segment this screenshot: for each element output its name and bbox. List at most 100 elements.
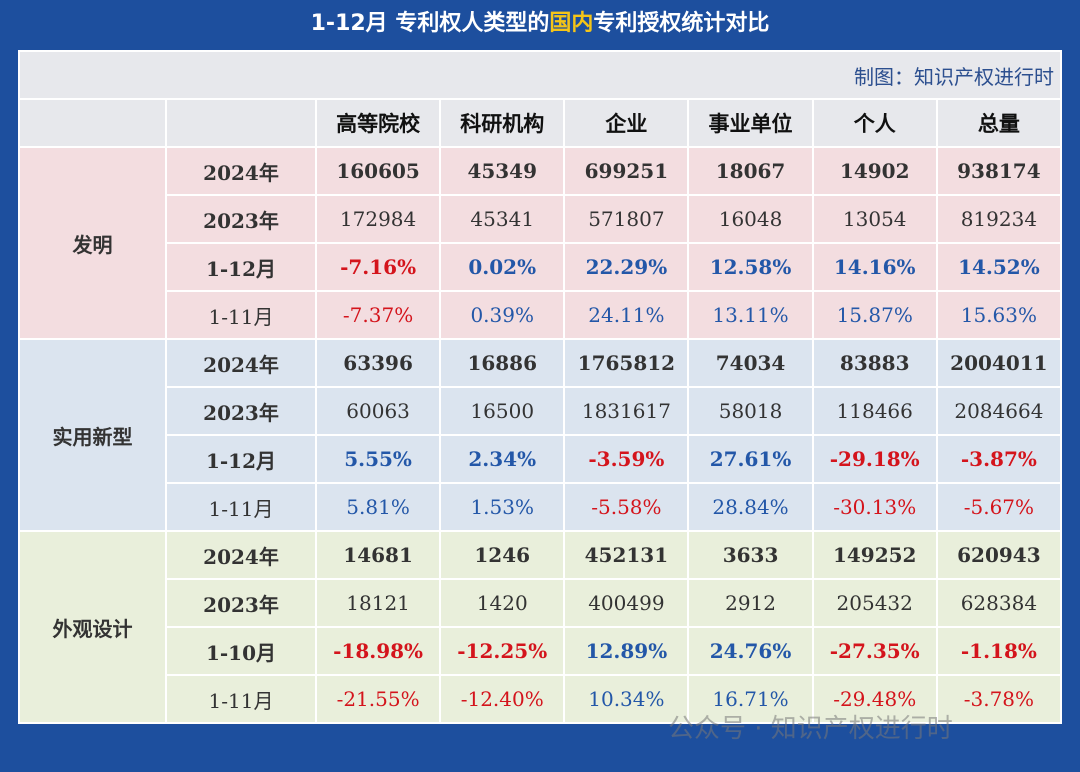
cell: 2084664 bbox=[935, 386, 1063, 436]
cell: 63396 bbox=[314, 338, 442, 388]
data-row: 1-10月 -18.98% -12.25% 12.89% 24.76% -27.35% -1… bbox=[19, 626, 1063, 676]
cell: -3.78% bbox=[935, 674, 1063, 724]
cell: 3633 bbox=[687, 530, 814, 580]
cell: 400499 bbox=[563, 578, 690, 628]
cell: 172984 bbox=[314, 194, 442, 244]
cell: 118466 bbox=[811, 386, 938, 436]
column-header: 事业单位 bbox=[687, 98, 814, 148]
data-row: 2023年 18121 1420 400499 2912 205432 628384 bbox=[19, 578, 1063, 628]
title-part: 国内 bbox=[549, 11, 594, 36]
section-name: 外观设计 bbox=[18, 530, 167, 724]
cell: 14.52% bbox=[935, 242, 1063, 292]
cell: -5.67% bbox=[935, 482, 1063, 532]
cell: 28.84% bbox=[687, 482, 814, 532]
watermark: 公众号 · 知识产权进行时 bbox=[668, 714, 953, 744]
data-row: 1-11月 -7.37% 0.39% 24.11% 13.11% 15.87% 15.63% bbox=[19, 290, 1063, 340]
row-label: 1-10月 bbox=[165, 626, 317, 676]
cell: 0.02% bbox=[439, 242, 566, 292]
data-row: 1-12月 -7.16% 0.02% 22.29% 12.58% 14.16% 14.52% bbox=[19, 242, 1063, 292]
cell: 5.81% bbox=[314, 482, 442, 532]
row-label: 2024年 bbox=[165, 146, 317, 196]
row-label: 2023年 bbox=[165, 578, 317, 628]
header-cell bbox=[18, 98, 167, 148]
cell: 18067 bbox=[687, 146, 814, 196]
title: 1-12月 专利权人类型的国内专利授权统计对比 bbox=[0, 0, 1080, 48]
cell: -3.59% bbox=[563, 434, 690, 484]
cell: 938174 bbox=[935, 146, 1063, 196]
cell: 18121 bbox=[314, 578, 442, 628]
cell: 16.71% bbox=[687, 674, 814, 724]
cell: -21.55% bbox=[314, 674, 442, 724]
column-header: 总量 bbox=[935, 98, 1063, 148]
cell: -7.37% bbox=[314, 290, 442, 340]
cell: 1246 bbox=[439, 530, 566, 580]
row-label: 1-12月 bbox=[165, 242, 317, 292]
cell: 0.39% bbox=[439, 290, 566, 340]
cell: 12.58% bbox=[687, 242, 814, 292]
cell: -5.58% bbox=[563, 482, 690, 532]
cell: -7.16% bbox=[314, 242, 442, 292]
cell: 149252 bbox=[811, 530, 938, 580]
column-header: 高等院校 bbox=[314, 98, 442, 148]
column-header: 企业 bbox=[563, 98, 690, 148]
column-header: 个人 bbox=[811, 98, 938, 148]
cell: 10.34% bbox=[563, 674, 690, 724]
cell: 13054 bbox=[811, 194, 938, 244]
row-label: 2023年 bbox=[165, 386, 317, 436]
row-label: 1-11月 bbox=[165, 290, 317, 340]
cell: 58018 bbox=[687, 386, 814, 436]
cell: 1765812 bbox=[563, 338, 690, 388]
section-name: 发明 bbox=[18, 146, 167, 340]
title-part: 专利授权统计对比 bbox=[593, 11, 770, 36]
cell: 15.63% bbox=[935, 290, 1063, 340]
cell: 819234 bbox=[935, 194, 1063, 244]
row-label: 2023年 bbox=[165, 194, 317, 244]
cell: 24.11% bbox=[563, 290, 690, 340]
cell: 5.55% bbox=[314, 434, 442, 484]
data-row: 外观设计 2024年 14681 1246 452131 3633 149252 620943 bbox=[18, 530, 1063, 724]
credit: 制图：知识产权进行时 bbox=[18, 50, 1062, 100]
cell: 14681 bbox=[314, 530, 442, 580]
cell: 2.34% bbox=[439, 434, 566, 484]
cell: 15.87% bbox=[811, 290, 938, 340]
title-part: 1-12月 专利权人类型的 bbox=[310, 11, 550, 36]
cell: 2004011 bbox=[935, 338, 1063, 388]
row-label: 1-11月 bbox=[165, 482, 317, 532]
cell: 45349 bbox=[439, 146, 566, 196]
header-row: 高等院校 科研机构 企业 事业单位 个人 总量 bbox=[18, 98, 1063, 148]
header-cell bbox=[165, 98, 317, 148]
cell: 27.61% bbox=[687, 434, 814, 484]
cell: -3.87% bbox=[935, 434, 1063, 484]
row-label: 1-12月 bbox=[165, 434, 317, 484]
data-row: 2023年 60063 16500 1831617 58018 118466 2084664 bbox=[19, 386, 1063, 436]
data-row: 1-11月 5.81% 1.53% -5.58% 28.84% -30.13% -5.67% bbox=[19, 482, 1063, 532]
cell: -30.13% bbox=[811, 482, 938, 532]
cell: 2912 bbox=[687, 578, 814, 628]
cell: 14902 bbox=[811, 146, 938, 196]
cell: -29.18% bbox=[811, 434, 938, 484]
cell: 24.76% bbox=[687, 626, 814, 676]
stats-table: 制图：知识产权进行时 高等院校 科研机构 企业 事业单位 个人 总量 发明 2024年 16060… bbox=[18, 50, 1063, 724]
cell: 620943 bbox=[935, 530, 1063, 580]
cell: 16886 bbox=[439, 338, 566, 388]
cell: 16500 bbox=[439, 386, 566, 436]
cell: 12.89% bbox=[563, 626, 690, 676]
cell: -12.40% bbox=[439, 674, 566, 724]
cell: 205432 bbox=[811, 578, 938, 628]
row-label: 1-11月 bbox=[165, 674, 317, 724]
cell: -1.18% bbox=[935, 626, 1063, 676]
cell: 74034 bbox=[687, 338, 814, 388]
cell: -12.25% bbox=[439, 626, 566, 676]
data-row: 1-11月 -21.55% -12.40% 10.34% 16.71% -29.48% -3… bbox=[19, 674, 1063, 724]
data-row: 1-12月 5.55% 2.34% -3.59% 27.61% -29.18% -3.87% bbox=[19, 434, 1063, 484]
cell: 1831617 bbox=[563, 386, 690, 436]
cell: 22.29% bbox=[563, 242, 690, 292]
cell: 628384 bbox=[935, 578, 1063, 628]
data-row: 实用新型 2024年 63396 16886 1765812 74034 83883 2004… bbox=[18, 338, 1063, 532]
credit-row: 制图：知识产权进行时 bbox=[18, 50, 1062, 100]
cell: 13.11% bbox=[687, 290, 814, 340]
row-label: 2024年 bbox=[165, 530, 317, 580]
cell: 45341 bbox=[439, 194, 566, 244]
cell: 160605 bbox=[314, 146, 442, 196]
